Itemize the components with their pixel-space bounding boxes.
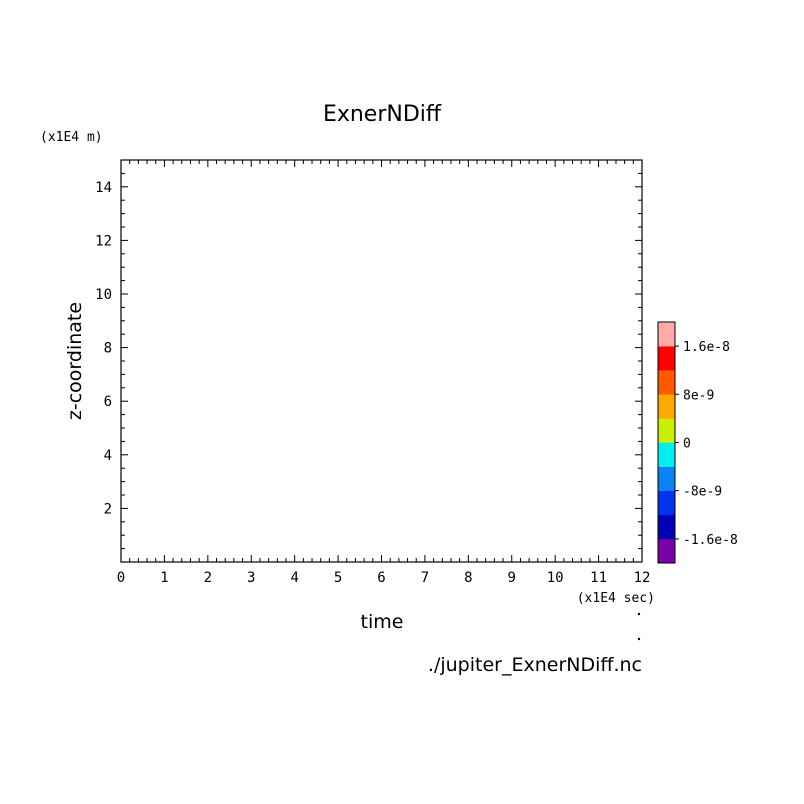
x-tick-label: 5 [334, 570, 342, 586]
colorbar-tick-label: 1.6e-8 [683, 340, 730, 355]
y-axis-ticks [121, 159, 642, 563]
y-tick-label: 14 [95, 180, 112, 196]
chart-title: ExnerNDiff [323, 102, 442, 127]
colorbar-tick-label: -8e-9 [683, 485, 722, 500]
colorbar-labels: -1.6e-8 -8e-9 0 8e-9 1.6e-8 [675, 340, 738, 548]
colorbar-segment [658, 394, 675, 419]
colorbar-segment [658, 538, 675, 564]
x-tick-label: 7 [421, 570, 429, 586]
x-tick-label: 8 [464, 570, 472, 586]
y-axis-label: z-coordinate [64, 302, 86, 420]
y-tick-label: 2 [104, 501, 112, 517]
y-tick-label: 10 [95, 287, 112, 303]
colorbar-segment [658, 322, 675, 347]
x-tick-label: 1 [160, 570, 168, 586]
decorative-dot [637, 637, 641, 641]
x-axis-label: time [361, 611, 404, 633]
colorbar-tick-label: 8e-9 [683, 388, 714, 403]
x-tick-label: 11 [590, 570, 607, 586]
x-tick-label: 2 [204, 570, 212, 586]
x-axis-tick-labels: 0 1 2 3 4 5 6 7 8 9 10 11 12 [117, 570, 651, 586]
x-tick-label: 10 [547, 570, 564, 586]
x-tick-label: 6 [377, 570, 385, 586]
y-axis-tick-labels: 2 4 6 8 10 12 14 [95, 180, 112, 518]
colorbar-segment [658, 466, 675, 491]
colorbar-segment [658, 442, 675, 467]
x-tick-label: 4 [290, 570, 298, 586]
source-file-label: ./jupiter_ExnerNDiff.nc [428, 654, 642, 676]
colorbar [657, 321, 676, 564]
x-tick-label: 0 [117, 570, 125, 586]
y-tick-label: 6 [104, 394, 112, 410]
colorbar-segment [658, 490, 675, 516]
colorbar-tick-label: 0 [683, 437, 691, 452]
colorbar-segment [658, 514, 675, 540]
y-tick-label: 8 [104, 341, 112, 357]
x-axis-ticks [120, 160, 643, 562]
colorbar-segment [658, 346, 675, 371]
y-tick-label: 4 [104, 448, 112, 464]
decorative-dot [637, 612, 641, 616]
x-tick-label: 9 [508, 570, 516, 586]
colorbar-tick-label: -1.6e-8 [683, 533, 738, 548]
y-axis-unit: (x1E4 m) [40, 130, 103, 145]
x-axis-unit: (x1E4 sec) [577, 591, 655, 606]
x-tick-label: 12 [634, 570, 651, 586]
x-tick-label: 3 [247, 570, 255, 586]
plot-frame [120, 159, 643, 563]
y-tick-label: 12 [95, 233, 112, 249]
colorbar-segment [658, 418, 675, 443]
colorbar-segment [658, 370, 675, 395]
